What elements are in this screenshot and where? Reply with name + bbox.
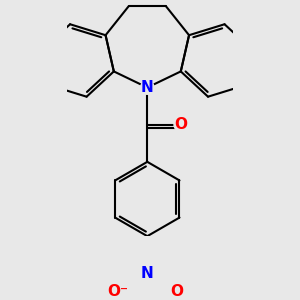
Circle shape bbox=[111, 285, 124, 298]
Circle shape bbox=[141, 267, 154, 280]
Circle shape bbox=[170, 285, 184, 298]
Text: O⁻: O⁻ bbox=[107, 284, 128, 299]
Text: N: N bbox=[141, 80, 154, 95]
Text: O: O bbox=[174, 117, 187, 132]
Circle shape bbox=[141, 81, 154, 94]
Circle shape bbox=[174, 118, 188, 131]
Text: N: N bbox=[141, 266, 154, 281]
Text: O: O bbox=[170, 284, 184, 299]
